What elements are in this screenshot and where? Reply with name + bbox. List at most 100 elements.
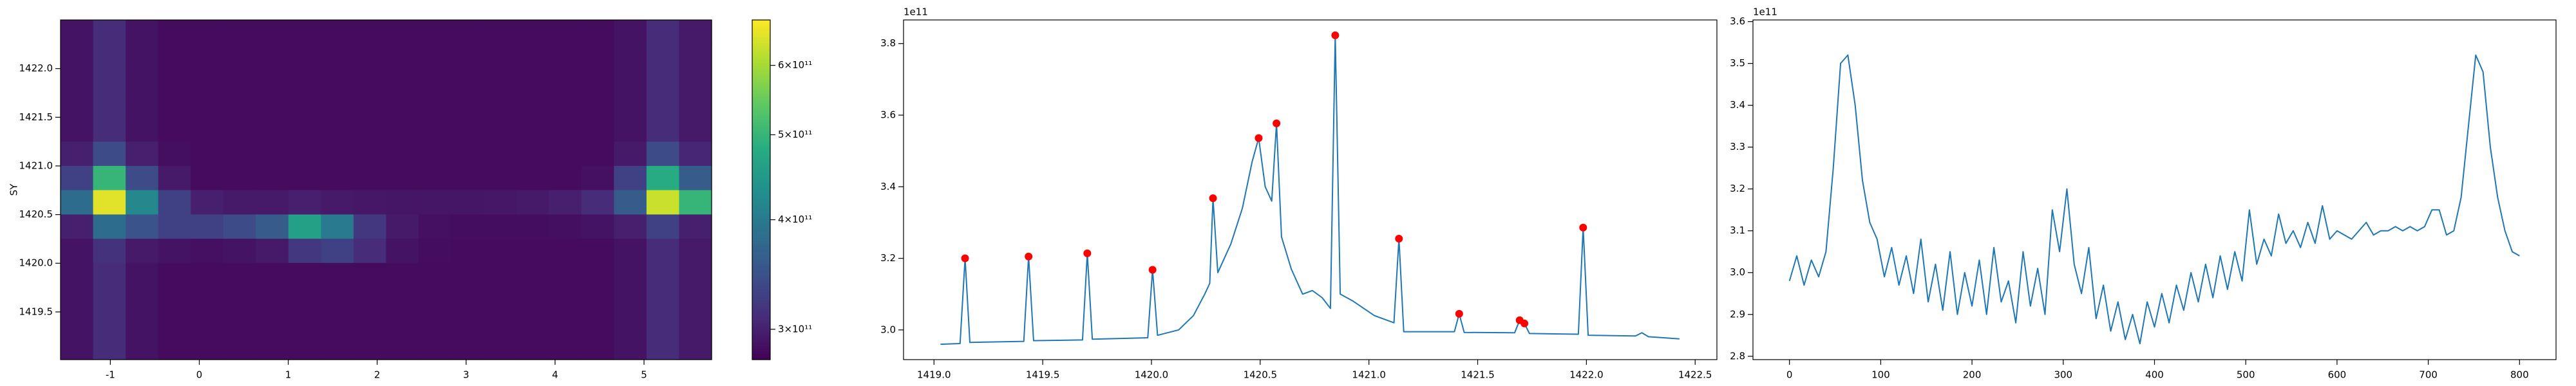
heatmap-cell — [61, 116, 94, 142]
heatmap-cell — [158, 335, 191, 360]
heatmap-cell — [386, 68, 419, 93]
colorbar-strip — [752, 336, 770, 340]
colorbar-strip — [752, 116, 770, 120]
colorbar-strip — [752, 158, 770, 162]
y-tick-label: 3.4 — [880, 181, 896, 192]
colorbar-strip — [752, 195, 770, 199]
y-tick-label: 3.2 — [880, 252, 896, 264]
colorbar-strip — [752, 187, 770, 190]
heatmap-cell — [93, 68, 126, 93]
x-tick-label: 300 — [2054, 369, 2072, 381]
heatmap-cell — [223, 68, 256, 93]
colorbar-strip — [752, 37, 770, 41]
y-tick-label: 3.4 — [1730, 99, 1745, 111]
colorbar-strip — [752, 356, 770, 360]
heatmap-cell — [256, 262, 289, 288]
heatmap-cell — [516, 20, 549, 45]
colorbar-strip — [752, 255, 770, 259]
heatmap-cell — [321, 44, 354, 69]
heatmap-cell — [581, 214, 614, 239]
colorbar-strip — [752, 59, 770, 63]
heatmap-cell — [646, 68, 680, 93]
colorbar-strip — [752, 85, 770, 89]
heatmap-cell — [516, 44, 549, 69]
heatmap-cell — [451, 141, 484, 166]
heatmap-cell — [646, 335, 680, 360]
colorbar-strip — [752, 176, 770, 179]
heatmap-cell — [581, 311, 614, 336]
heatmap-cell — [451, 214, 484, 239]
colorbar-strip — [752, 23, 770, 26]
heatmap-cell — [679, 141, 712, 166]
heatmap-cell — [158, 68, 191, 93]
heatmap-cell — [256, 116, 289, 142]
heatmap-cell — [646, 141, 680, 166]
peak-marker — [1331, 31, 1340, 39]
heatmap-cell — [61, 165, 94, 190]
heatmap-cell — [61, 262, 94, 288]
heatmap-cell — [451, 116, 484, 142]
heatmap-cell — [353, 116, 387, 142]
heatmap-cell — [484, 68, 517, 93]
heatmap-cell — [484, 262, 517, 288]
heatmap-cell — [93, 93, 126, 118]
heatmap-cell — [484, 93, 517, 118]
heatmap-cell — [61, 141, 94, 166]
heatmap-cell — [256, 214, 289, 239]
heatmap-cell — [61, 44, 94, 69]
heatmap-cell — [581, 44, 614, 69]
colorbar-strip — [752, 348, 770, 352]
colorbar-strip — [752, 261, 770, 264]
x-tick-label: 1422.0 — [1569, 369, 1604, 381]
heatmap-cell — [61, 20, 94, 45]
heatmap-cell — [516, 262, 549, 288]
colorbar-strip — [752, 164, 770, 168]
colorbar-strip — [752, 275, 770, 278]
y-tick-label: 1421.5 — [19, 111, 53, 123]
heatmap-cell — [484, 238, 517, 263]
x-tick-label: 1422.5 — [1678, 369, 1712, 381]
heatmap-cell — [581, 165, 614, 190]
heatmap-cell — [191, 311, 224, 336]
colorbar-strip — [752, 172, 770, 176]
heatmap-cell — [288, 335, 321, 360]
heatmap-cell — [679, 262, 712, 288]
colorbar-strip — [752, 107, 770, 111]
x-tick-label: 1420.0 — [1135, 369, 1169, 381]
heatmap-cell — [321, 262, 354, 288]
heatmap-cell — [646, 190, 680, 215]
heatmap-cell — [484, 20, 517, 45]
colorbar-strip — [752, 297, 770, 301]
heatmap-cell — [256, 165, 289, 190]
colorbar-strip — [752, 300, 770, 304]
colorbar-strip — [752, 314, 770, 318]
heatmap-cell — [126, 262, 159, 288]
colorbar-strip — [752, 283, 770, 287]
heatmap-cell — [158, 311, 191, 336]
heatmap-cell — [288, 165, 321, 190]
heatmap-cell — [516, 238, 549, 263]
heatmap-cell — [126, 311, 159, 336]
peak-marker — [1083, 249, 1092, 257]
y-tick-label: 3.6 — [1730, 15, 1745, 27]
heatmap-cell — [484, 141, 517, 166]
heatmap-cell — [419, 141, 452, 166]
heatmap-cell — [451, 335, 484, 360]
heatmap-cell — [223, 335, 256, 360]
heatmap-cell — [581, 68, 614, 93]
heatmap-cell — [321, 165, 354, 190]
colorbar-strip — [752, 181, 770, 185]
colorbar-strip — [752, 229, 770, 233]
x-tick-label: 1419.5 — [1026, 369, 1060, 381]
heatmap-cell — [223, 286, 256, 312]
peak-marker — [1148, 266, 1157, 274]
heatmap-cell — [646, 286, 680, 312]
heatmap-cell — [484, 286, 517, 312]
colorbar-strip — [752, 223, 770, 227]
x-tick-label: 3 — [463, 369, 469, 381]
colorbar-strip — [752, 20, 770, 23]
colorbar-strip — [752, 110, 770, 114]
heatmap-cell — [581, 190, 614, 215]
colorbar-strip — [752, 39, 770, 43]
heatmap-cell — [386, 238, 419, 263]
